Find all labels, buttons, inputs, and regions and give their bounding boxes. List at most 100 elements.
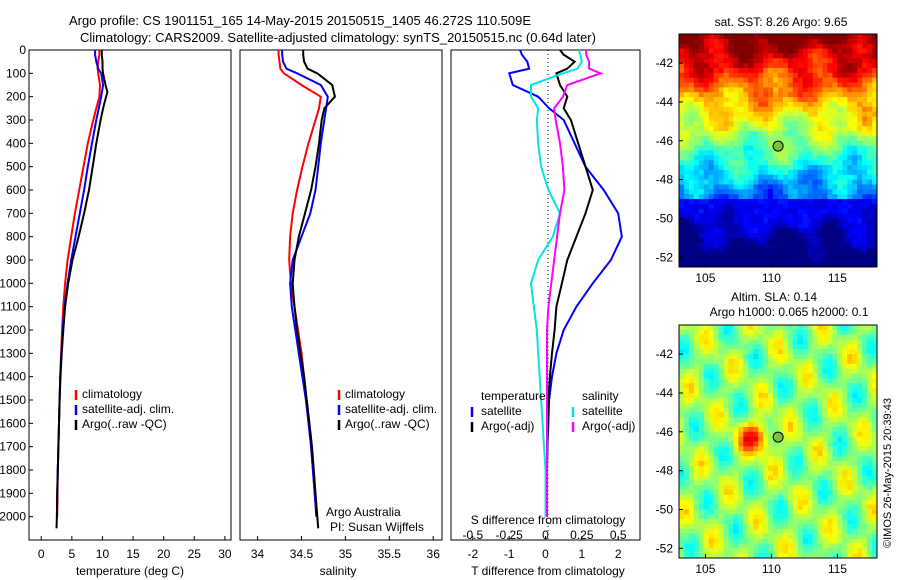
sla-cell [713,397,720,404]
sla-cell [837,358,843,365]
sla-cell [688,514,695,520]
sla-cell [842,553,848,558]
sla-cell [768,325,774,331]
sst-cell [703,155,710,161]
sst-cell [758,184,764,190]
sst-cell [758,43,764,50]
sla-cell [733,528,739,535]
sst-cell [822,213,829,220]
sst-cell [698,34,705,40]
sla-cell [753,538,759,545]
sst-cell [723,160,730,166]
sla-cell [797,363,804,370]
sst-cell [683,53,690,59]
sst-cell [718,242,725,249]
sst-cell [778,208,784,215]
sla-cell [872,485,877,491]
sst-cell [773,233,779,239]
sla-cell [797,504,804,511]
sst-cell [862,58,868,64]
sla-cell [733,402,739,409]
sla-cell [782,485,789,491]
sla-cell [792,490,799,496]
sla-cell [753,422,759,428]
sst-cell [723,233,730,239]
sst-map-frame [678,33,878,268]
sst-cell [748,87,754,93]
sst-cell [802,77,809,84]
sla-cell [763,431,769,438]
sst-cell [792,150,799,156]
sst-cell [703,189,710,195]
sla-cell [743,538,749,545]
sst-cell [733,184,739,190]
sla-cell [683,441,690,447]
sst-cell [683,101,690,108]
sla-cell [807,504,814,511]
sla-cell [857,504,863,511]
sla-cell [693,460,700,467]
sst-cell [738,116,744,122]
sla-cell [812,538,819,545]
sst-cell [812,228,819,234]
sst-cell [822,63,829,69]
sla-cell [827,528,834,535]
sla-cell [787,460,794,467]
sla-cell [738,436,744,443]
sst-cell [743,135,749,142]
sla-cell [698,514,705,520]
sst-cell [683,179,690,186]
sst-cell [852,228,858,234]
sst-cell [703,174,710,181]
sst-cell [758,121,764,127]
sla-cell [787,465,794,472]
sst-cell [763,131,769,137]
sst-cell [857,131,863,137]
sla-cell [758,334,764,341]
sst-cell [832,87,838,93]
sst-cell [688,140,695,147]
sla-cell [683,524,690,530]
sla-cell [842,368,848,375]
sst-cell [857,126,863,132]
sst-cell [718,262,725,267]
sla-cell [768,388,774,394]
sst-cell [768,160,774,166]
sst-cell [723,92,730,98]
sst-cell [723,184,730,190]
sla-cell [787,538,794,545]
sst-cell [688,189,695,195]
sla-cell [822,494,829,501]
sla-cell [683,446,690,452]
sla-lat-tick-labels: -42-44-46-48-50-52 [656,347,683,555]
sla-cell [802,490,809,496]
sst-cell [703,63,710,69]
sla-cell [872,456,877,462]
sst-cell [778,63,784,69]
sst-cell [867,63,873,69]
sst-cell [817,135,824,142]
sla-cell [847,412,853,418]
sla-cell [792,436,799,443]
sla-cell [832,358,838,365]
sla-cell [812,480,819,486]
sst-cell [778,155,784,161]
sst-cell [703,48,710,55]
sla-cell [753,553,759,558]
sst-cell [748,237,754,244]
sla-cell [837,460,843,467]
sla-cell [708,441,715,447]
sst-cell [832,58,838,64]
sla-cell [773,519,779,525]
sst-cell [753,233,759,239]
sla-cell [827,485,834,491]
sst-cell [768,165,774,171]
sst-cell [733,58,739,64]
sla-cell [812,407,819,413]
sst-cell [857,247,863,254]
sst-cell [822,67,829,74]
sst-cell [718,184,725,190]
sla-cell [872,524,877,530]
sla-cell [812,441,819,447]
sst-cell [728,116,735,122]
